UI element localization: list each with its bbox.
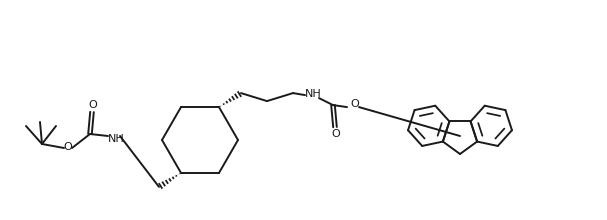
Text: O: O	[64, 142, 72, 152]
Text: O: O	[89, 100, 97, 110]
Text: O: O	[331, 129, 341, 139]
Text: NH: NH	[305, 89, 321, 99]
Text: NH: NH	[107, 134, 124, 144]
Text: O: O	[351, 99, 359, 109]
